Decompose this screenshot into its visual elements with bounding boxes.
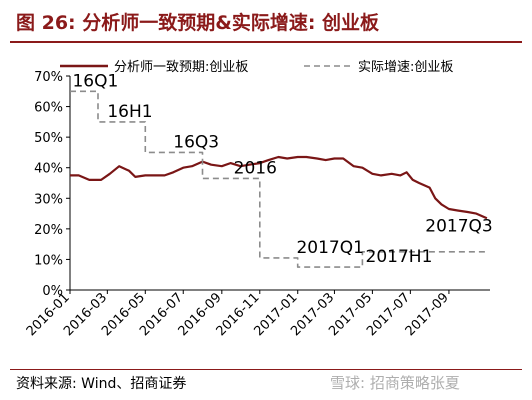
line-chart: 0% 10% 20% 30% 40% 50% 60% 70% 2016-012016-0320… xyxy=(24,60,493,339)
annotation-label: 2016 xyxy=(234,158,277,178)
y-tick-labels: 0% 10% 20% 30% 40% 50% 60% 70% xyxy=(34,70,63,299)
y-tick-label: 10% xyxy=(34,253,63,268)
x-tick-label: 2017-09 xyxy=(403,290,452,339)
legend-label-actual: 实际增速:创业板 xyxy=(358,60,453,75)
chart-annotations: 16Q1 16H1 16Q3 2016 2017Q1 2017H1 2017Q3 xyxy=(72,71,492,267)
annotation-label: 16H1 xyxy=(107,102,152,122)
source-note: 资料来源: Wind、招商证券 xyxy=(16,376,187,392)
actual-growth-series-line xyxy=(70,90,487,268)
legend-label-forecast: 分析师一致预期:创业板 xyxy=(114,60,248,75)
source-divider xyxy=(10,369,522,370)
figure-title: 图 26: 分析师一致预期&实际增速: 创业板 xyxy=(16,12,380,34)
annotation-label: 16Q3 xyxy=(173,132,219,152)
annotation-label: 2017Q3 xyxy=(425,217,492,237)
watermark-text: 雪球: 招商策略张夏 xyxy=(330,374,460,392)
y-tick-label: 30% xyxy=(34,192,63,207)
y-tick-label: 0% xyxy=(42,284,63,299)
annotation-label: 16Q1 xyxy=(72,71,118,91)
y-tick-label: 60% xyxy=(34,101,63,116)
annotation-label: 2017H1 xyxy=(366,247,433,267)
y-tick-label: 50% xyxy=(34,131,63,146)
y-tick-label: 70% xyxy=(34,70,63,85)
forecast-series-line xyxy=(70,155,488,220)
annotation-label: 2017Q1 xyxy=(296,238,363,258)
y-tick-label: 20% xyxy=(34,223,63,238)
chart-series xyxy=(70,90,488,268)
chart-legend: 分析师一致预期:创业板 实际增速:创业板 xyxy=(60,60,453,75)
chart-axes xyxy=(66,75,490,294)
y-tick-label: 40% xyxy=(34,162,63,177)
title-divider xyxy=(10,41,522,43)
x-tick-labels: 2016-012016-032016-052016-072016-092016-… xyxy=(24,290,452,339)
